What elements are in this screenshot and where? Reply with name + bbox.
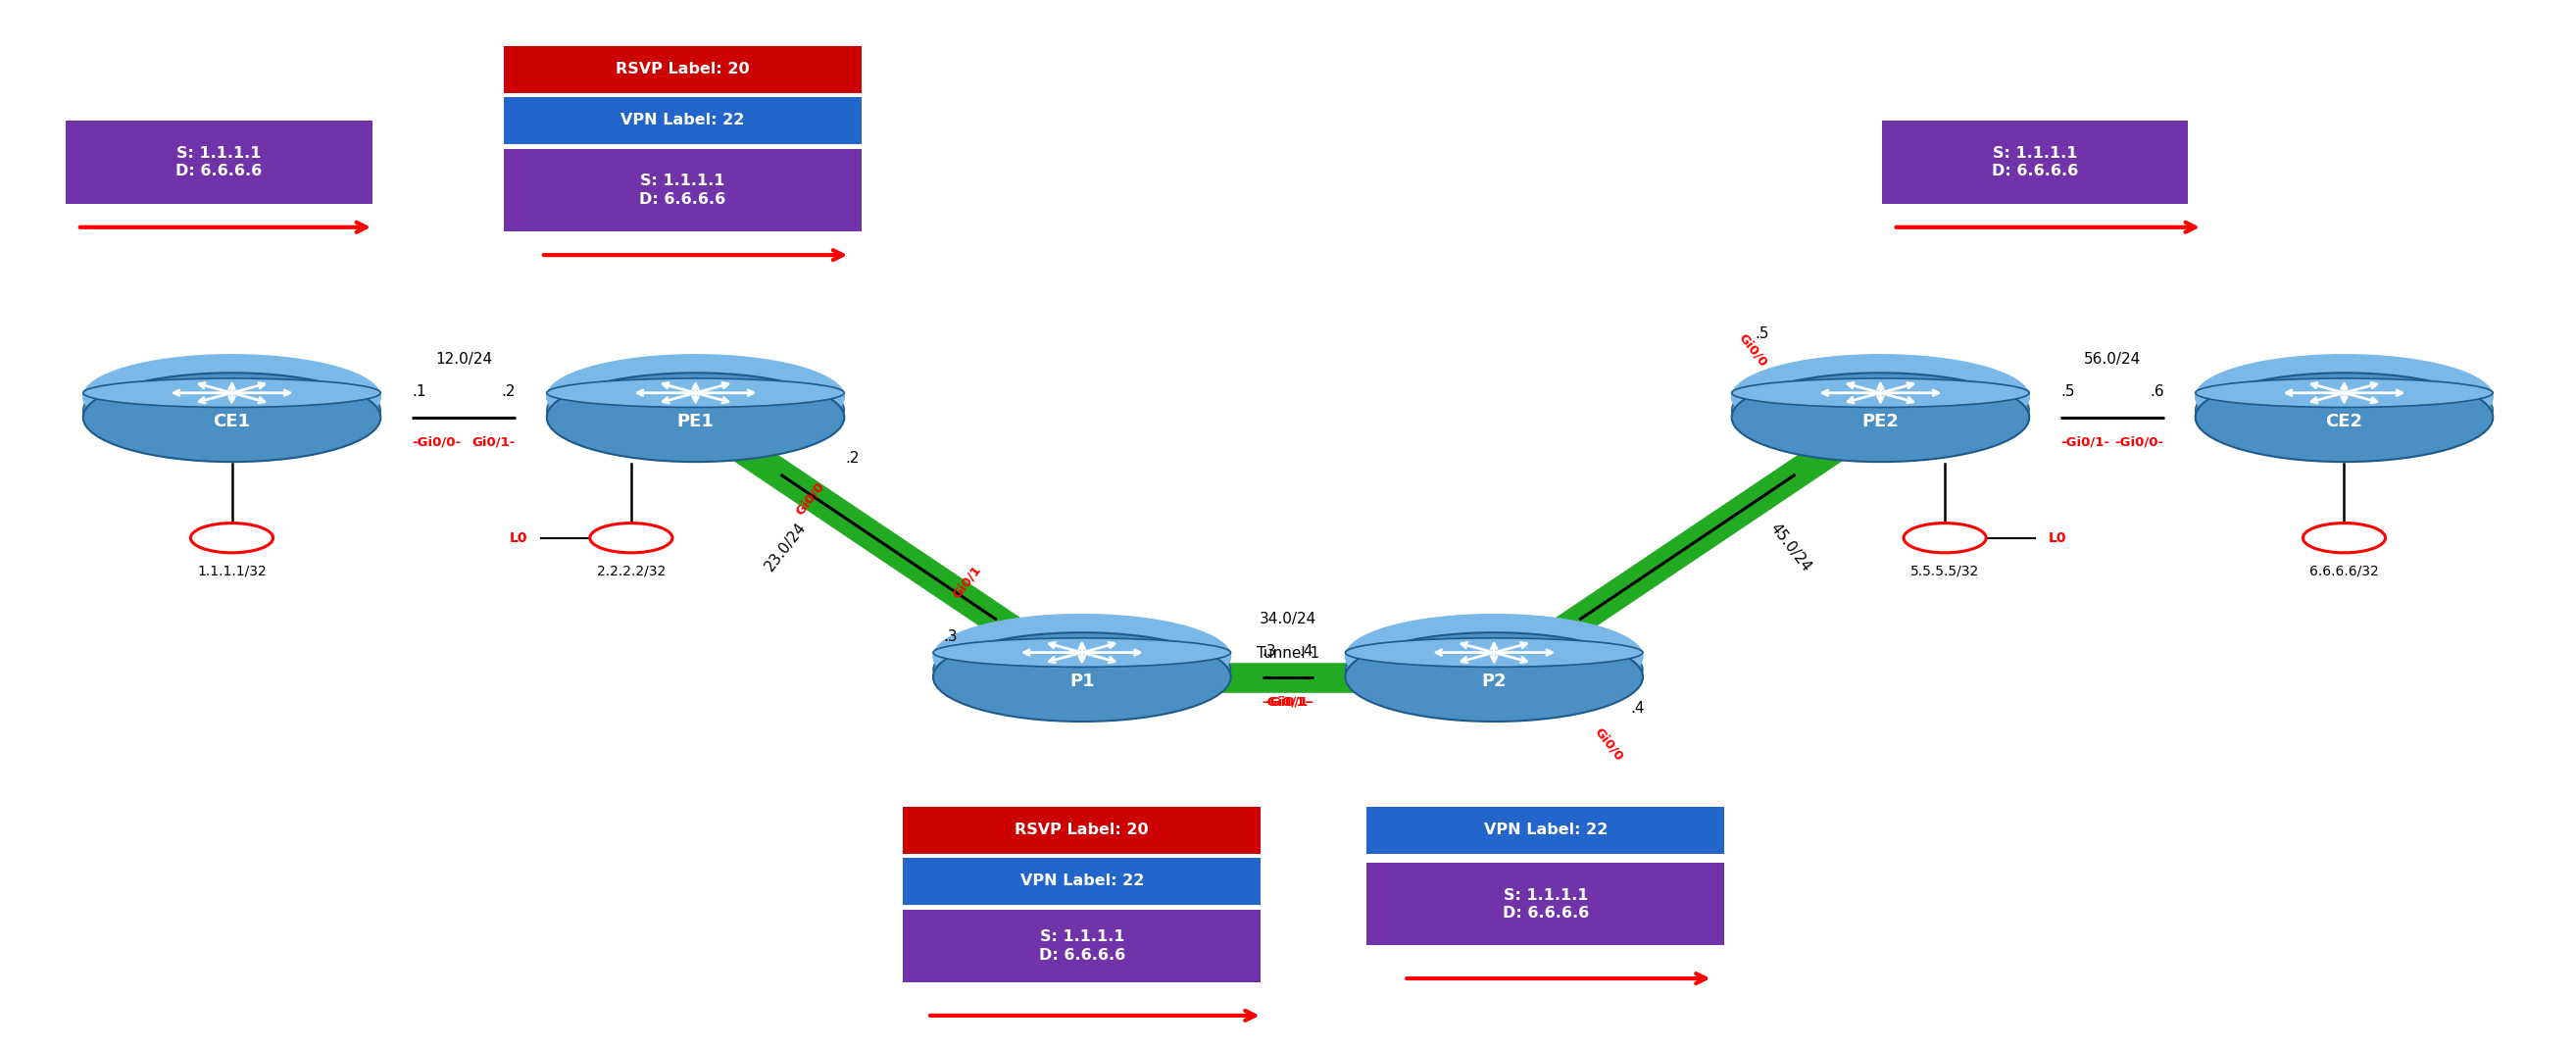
Ellipse shape [1345,633,1643,721]
FancyBboxPatch shape [1365,863,1726,945]
Ellipse shape [546,368,845,453]
Ellipse shape [82,354,381,439]
Ellipse shape [1731,378,2030,408]
Text: -Gi0/0-: -Gi0/0- [412,436,461,449]
Text: Gi0/0: Gi0/0 [793,479,827,517]
Text: .3: .3 [943,629,958,643]
Text: Gi0/1: Gi0/1 [951,564,984,602]
Text: 6.6.6.6/32: 6.6.6.6/32 [2311,564,2378,577]
Ellipse shape [933,638,1231,667]
Ellipse shape [933,635,1231,719]
Text: 34.0/24: 34.0/24 [1260,611,1316,626]
Text: 5.5.5.5/32: 5.5.5.5/32 [1911,564,1978,577]
Ellipse shape [933,628,1231,712]
Text: .1: .1 [412,384,428,399]
Text: -Gi0/1-: -Gi0/1- [2061,436,2110,449]
Ellipse shape [1731,354,2030,439]
Ellipse shape [82,373,381,462]
Ellipse shape [1345,614,1643,699]
Text: P2: P2 [1481,673,1507,691]
Text: P1: P1 [1069,673,1095,691]
Ellipse shape [1731,368,2030,453]
Ellipse shape [933,614,1231,699]
Text: .3: .3 [1262,643,1278,658]
FancyBboxPatch shape [1365,806,1726,854]
Text: L0: L0 [2048,531,2066,545]
Circle shape [590,523,672,552]
FancyBboxPatch shape [902,857,1260,904]
Text: RSVP Label: 20: RSVP Label: 20 [616,62,750,77]
Text: 56.0/24: 56.0/24 [2084,352,2141,367]
Ellipse shape [1345,635,1643,719]
Ellipse shape [82,375,381,460]
Circle shape [2303,523,2385,552]
Ellipse shape [82,368,381,453]
FancyBboxPatch shape [1880,121,2187,203]
Text: 23.0/24: 23.0/24 [762,520,809,574]
Text: VPN Label: 22: VPN Label: 22 [1020,874,1144,889]
Text: RSVP Label: 20: RSVP Label: 20 [1015,823,1149,837]
Text: VPN Label: 22: VPN Label: 22 [621,113,744,128]
Text: S: 1.1.1.1
D: 6.6.6.6: S: 1.1.1.1 D: 6.6.6.6 [639,174,726,206]
Text: 2.2.2.2/32: 2.2.2.2/32 [598,564,665,577]
Text: 12.0/24: 12.0/24 [435,352,492,367]
Text: -Gi0/0-: -Gi0/0- [2115,436,2164,449]
FancyBboxPatch shape [502,149,860,232]
Ellipse shape [2195,373,2494,462]
Text: 45.0/24: 45.0/24 [1767,520,1814,574]
Text: -Gi0/1-: -Gi0/1- [1262,696,1311,708]
Text: .5: .5 [1754,327,1770,342]
Ellipse shape [82,378,381,408]
Text: CE2: CE2 [2326,413,2362,431]
Text: -Gi0/1-: -Gi0/1- [1265,696,1314,708]
Circle shape [191,523,273,552]
Ellipse shape [546,378,845,408]
Ellipse shape [546,375,845,460]
Text: .2: .2 [845,451,860,465]
Text: .4: .4 [1298,643,1314,658]
Ellipse shape [1731,375,2030,460]
FancyBboxPatch shape [902,806,1260,854]
Ellipse shape [933,633,1231,721]
Ellipse shape [2195,368,2494,453]
FancyBboxPatch shape [502,46,860,93]
Text: .4: .4 [1631,701,1646,716]
Ellipse shape [1345,638,1643,667]
FancyBboxPatch shape [67,121,374,203]
Circle shape [1904,523,1986,552]
Ellipse shape [1345,628,1643,712]
Text: Gi0/0: Gi0/0 [1736,331,1770,369]
Text: PE1: PE1 [677,413,714,431]
Text: .5: .5 [2061,384,2076,399]
FancyBboxPatch shape [502,96,860,145]
Text: .6: .6 [2148,384,2164,399]
Ellipse shape [2195,378,2494,408]
Text: S: 1.1.1.1
D: 6.6.6.6: S: 1.1.1.1 D: 6.6.6.6 [1038,930,1126,962]
Text: S: 1.1.1.1
D: 6.6.6.6: S: 1.1.1.1 D: 6.6.6.6 [175,146,263,179]
Text: L0: L0 [510,531,528,545]
Text: .2: .2 [500,384,515,399]
Ellipse shape [2195,375,2494,460]
FancyBboxPatch shape [902,910,1260,983]
Text: CE1: CE1 [214,413,250,431]
Text: VPN Label: 22: VPN Label: 22 [1484,823,1607,837]
Text: PE2: PE2 [1862,413,1899,431]
Text: 1.1.1.1/32: 1.1.1.1/32 [198,564,265,577]
Ellipse shape [1731,373,2030,462]
Ellipse shape [546,354,845,439]
Text: Gi0/1-: Gi0/1- [471,436,515,449]
Text: S: 1.1.1.1
D: 6.6.6.6: S: 1.1.1.1 D: 6.6.6.6 [1991,146,2079,179]
Ellipse shape [2195,354,2494,439]
Ellipse shape [546,373,845,462]
Text: Tunnel 1: Tunnel 1 [1257,647,1319,661]
Text: S: 1.1.1.1
D: 6.6.6.6: S: 1.1.1.1 D: 6.6.6.6 [1502,888,1589,921]
Text: Gi0/0: Gi0/0 [1592,725,1625,763]
